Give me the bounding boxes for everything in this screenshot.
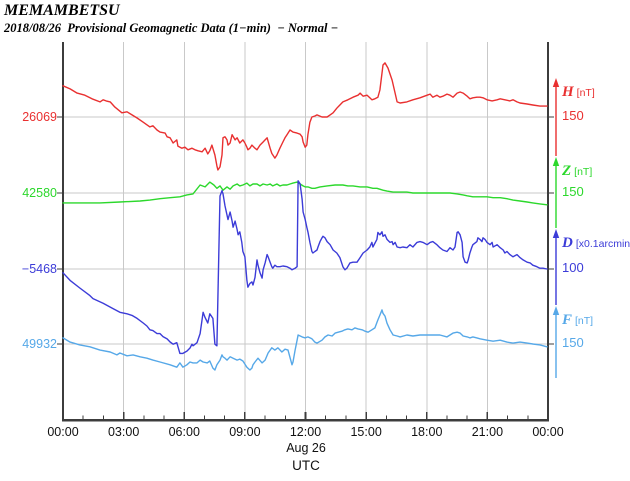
series-unit-H: [nT]: [576, 87, 595, 99]
x-tick-label-7: 21:00: [471, 425, 504, 439]
series-label-D: D [x0.1arcmin]: [562, 235, 630, 252]
scale-arrow-head-F: [552, 306, 560, 315]
x-tick-label-6: 18:00: [411, 425, 443, 439]
y-ref-label-F: 49932: [22, 337, 57, 351]
series-scale-D: 100: [562, 260, 584, 275]
y-ref-label-Z: 42580: [22, 186, 57, 200]
series-line-Z: [62, 181, 548, 206]
x-tick-label-8: 00:00: [532, 425, 564, 439]
plot-subtitle: 2018/08/26 Provisional Geomagnetic Data …: [4, 21, 339, 35]
x-axis-date-label: Aug 26: [286, 441, 326, 455]
y-ref-label-H: 26069: [22, 110, 57, 124]
series-scale-Z: 150: [562, 184, 584, 199]
x-tick-label-1: 03:00: [107, 425, 140, 439]
series-unit-D: [x0.1arcmin]: [575, 238, 630, 250]
series-line-H: [62, 62, 548, 171]
x-axis-title: UTC: [292, 458, 320, 473]
scale-arrow-head-Z: [552, 157, 560, 166]
series-symbol-F: F: [562, 312, 573, 328]
station-title: MEMAMBETSU: [4, 2, 120, 19]
x-tick-label-4: 12:00: [289, 425, 322, 439]
scale-arrow-head-H: [552, 78, 560, 87]
series-label-H: H [nT]: [562, 84, 595, 101]
series-line-D: [62, 180, 548, 355]
series-unit-Z: [nT]: [574, 166, 593, 178]
x-tick-label-3: 09:00: [229, 425, 261, 439]
series-unit-F: [nT]: [575, 315, 594, 327]
series-symbol-H: H: [562, 84, 574, 100]
series-symbol-Z: Z: [562, 163, 572, 179]
scale-arrow-head-D: [552, 229, 560, 238]
y-ref-label-D: −5468: [21, 262, 57, 276]
series-label-F: F [nT]: [562, 312, 593, 329]
x-tick-label-0: 00:00: [47, 425, 79, 439]
series-line-F: [62, 309, 548, 371]
series-scale-F: 150: [562, 335, 584, 350]
series-symbol-D: D: [562, 235, 573, 251]
series-label-Z: Z [nT]: [562, 163, 592, 180]
x-tick-label-2: 06:00: [168, 425, 200, 439]
series-scale-H: 150: [562, 108, 584, 123]
x-tick-label-5: 15:00: [350, 425, 382, 439]
